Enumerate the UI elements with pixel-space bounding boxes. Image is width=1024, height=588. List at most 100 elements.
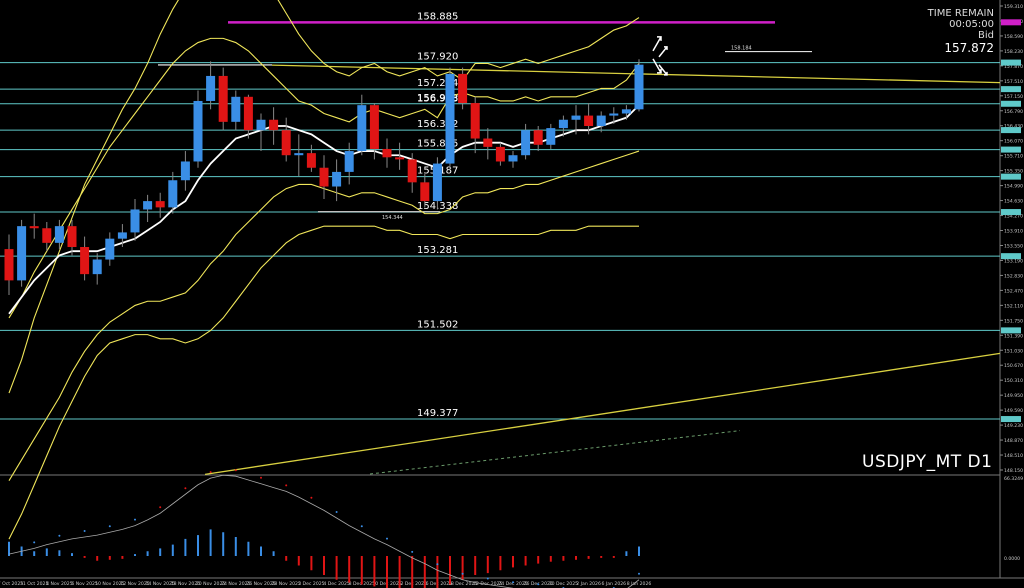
timer-value: 00:05:00 — [949, 19, 994, 30]
level-price-tag — [1001, 146, 1021, 153]
date-label: 8 Jan 2026 — [627, 581, 652, 587]
price-tick-label: 148.870 — [1004, 438, 1023, 444]
oscillator-dot — [512, 581, 514, 584]
price-tick-label: 157.150 — [1004, 94, 1023, 100]
price-tick-label: 156.790 — [1004, 109, 1023, 115]
date-label: 6 Nov 2025 — [71, 581, 98, 587]
oscillator-dot — [638, 572, 640, 575]
oscillator-dot — [260, 476, 262, 479]
price-tick-label: 154.270 — [1004, 214, 1023, 220]
band-lower_outer — [8, 225, 639, 540]
price-tick-label: 153.910 — [1004, 229, 1023, 235]
price-tick-label: 154.630 — [1004, 199, 1023, 205]
oscillator-dot — [184, 487, 187, 490]
candle-up — [143, 201, 153, 210]
date-label: 14 Nov 2025 — [145, 581, 174, 587]
candle-up — [432, 163, 442, 202]
candle-down — [155, 201, 165, 208]
date-label: 28 Nov 2025 — [271, 581, 300, 587]
candle-up — [206, 75, 216, 101]
date-label: 22 Dec 2025 — [473, 581, 502, 587]
date-label: 6 Jan 2026 — [601, 581, 626, 587]
low-marker-label: 154.344 — [382, 215, 403, 221]
level-label: 151.502 — [417, 319, 458, 330]
candle-up — [357, 105, 367, 152]
level-price-tag — [1001, 86, 1021, 93]
oscillator-dot — [134, 518, 136, 521]
price-tick-label: 157.870 — [1004, 64, 1023, 70]
level-label: 153.281 — [417, 245, 458, 256]
candle-down — [243, 96, 253, 131]
candle-up — [54, 226, 64, 243]
candle-down — [319, 167, 329, 187]
sub-tick-label: 0.0000 — [1004, 556, 1020, 562]
date-label: 4 Nov 2025 — [46, 581, 73, 587]
level-label: 157.920 — [417, 52, 458, 63]
oscillator-dot — [108, 525, 111, 528]
band-lower_inner — [8, 150, 640, 481]
oscillator-dot — [209, 471, 212, 474]
oscillator-dot — [411, 550, 414, 553]
candle-down — [269, 119, 279, 131]
candle-up — [332, 171, 342, 187]
candle-down — [483, 138, 493, 147]
date-label: 18 Dec 2025 — [448, 581, 477, 587]
candle-down — [369, 105, 379, 149]
candle-up — [508, 155, 518, 162]
band-ma — [8, 104, 640, 315]
candle-up — [193, 100, 203, 162]
candle-up — [117, 232, 127, 239]
price-tick-label: 151.750 — [1004, 318, 1023, 324]
candle-down — [218, 75, 228, 122]
price-tick-label: 150.310 — [1004, 378, 1023, 384]
oscillator-dot — [486, 577, 489, 580]
arrow-down-small-icon — [658, 64, 668, 76]
arrow-down-icon — [652, 58, 662, 74]
candle-up — [621, 109, 631, 114]
price-tick-label: 153.550 — [1004, 243, 1023, 249]
price-tick-label: 151.030 — [1004, 348, 1023, 354]
oscillator-line — [8, 474, 640, 588]
level-label: 156.913 — [417, 94, 458, 105]
price-tick-label: 155.350 — [1004, 169, 1023, 175]
level-price-tag — [1001, 127, 1021, 134]
oscillator-dot — [159, 506, 162, 509]
candle-down — [495, 146, 505, 162]
price-tick-label: 149.590 — [1004, 408, 1023, 414]
candle-down — [420, 182, 430, 202]
arrow-up-icon — [652, 36, 662, 52]
candle-up — [256, 119, 266, 131]
level-price-tag — [1001, 253, 1021, 260]
price-tick-label: 158.590 — [1004, 34, 1023, 40]
dotted-trend-line — [369, 430, 741, 475]
last-high-label: 158.184 — [731, 46, 752, 52]
candle-down — [407, 159, 417, 183]
date-label: 27 Oct 2025 — [0, 581, 23, 587]
date-label: 18 Nov 2025 — [171, 581, 200, 587]
candle-down — [458, 73, 468, 104]
level-label: 155.835 — [417, 139, 458, 150]
price-tick-label: 157.510 — [1004, 79, 1023, 85]
price-tick-label: 154.990 — [1004, 184, 1023, 190]
price-tick-label: 153.190 — [1004, 258, 1023, 264]
date-label: 12 Nov 2025 — [120, 581, 149, 587]
level-label: 156.933 — [417, 93, 458, 104]
oscillator-dot — [33, 541, 36, 544]
level-price-tag — [1001, 416, 1021, 423]
candle-up — [521, 130, 531, 156]
level-label: 157.284 — [417, 78, 458, 89]
candle-up — [445, 73, 455, 164]
candle-down — [80, 247, 90, 275]
candle-up — [634, 64, 644, 110]
level-label: 149.377 — [417, 408, 458, 419]
date-label: 10 Nov 2025 — [95, 581, 124, 587]
arrow-up-small-icon — [658, 46, 668, 58]
price-tick-label: 151.390 — [1004, 333, 1023, 339]
level-price-tag — [1001, 100, 1021, 107]
candle-down — [281, 130, 291, 156]
candle-up — [231, 96, 241, 122]
date-label: 4 Dec 2025 — [323, 581, 350, 587]
price-tick-label: 148.510 — [1004, 453, 1023, 459]
oscillator-dot — [335, 511, 338, 513]
